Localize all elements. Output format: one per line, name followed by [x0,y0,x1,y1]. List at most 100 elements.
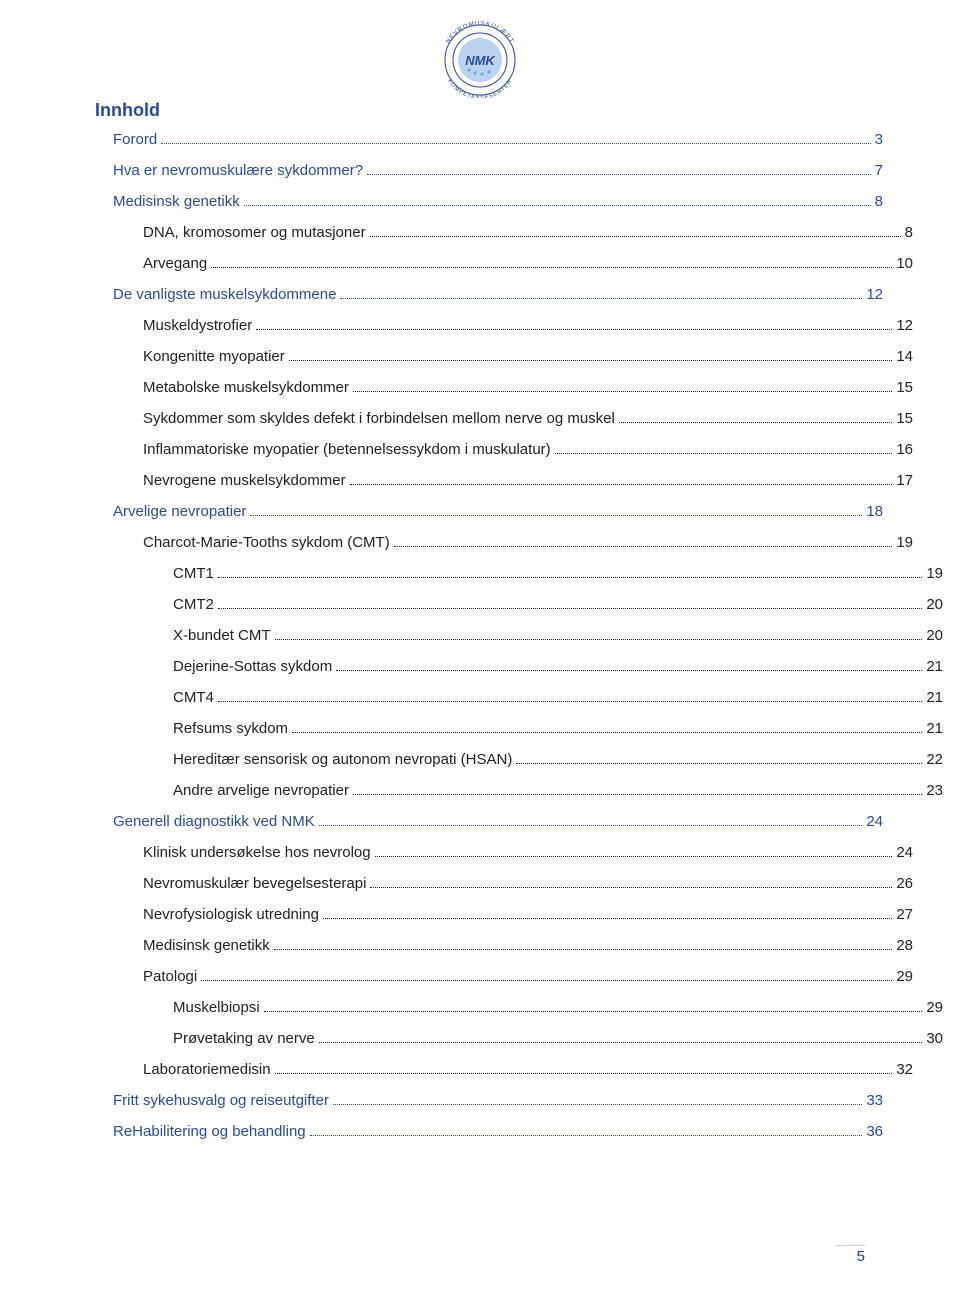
toc-entry[interactable]: Arvelige nevropatier 18 [113,501,883,522]
toc-leader-dots [319,813,863,827]
toc-entry[interactable]: Nevrofysiologisk utredning27 [143,904,913,925]
toc-entry-label: Laboratoriemedisin [143,1059,271,1080]
toc-entry-label: Nevrofysiologisk utredning [143,904,319,925]
toc-entry-page: 21 [926,687,943,708]
toc-entry[interactable]: Patologi29 [143,966,913,987]
toc-entry[interactable]: Medisinsk genetikk 8 [113,191,883,212]
toc-leader-dots [244,193,871,207]
toc-entry-page: 23 [926,780,943,801]
toc-leader-dots [211,255,892,269]
toc-entry-page: 32 [896,1059,913,1080]
toc-entry[interactable]: Andre arvelige nevropatier23 [173,780,943,801]
toc-leader-dots [275,1061,893,1075]
toc-entry[interactable]: Refsums sykdom 21 [173,718,943,739]
toc-entry[interactable]: Charcot-Marie-Tooths sykdom (CMT) 19 [143,532,913,553]
toc-leader-dots [340,286,862,300]
toc-entry-page: 7 [875,160,883,181]
toc-entry[interactable]: Klinisk undersøkelse hos nevrolog24 [143,842,913,863]
toc-entry-label: Medisinsk genetikk [113,191,240,212]
toc-entry-label: Refsums sykdom [173,718,288,739]
toc-entry-label: Nevrogene muskelsykdommer [143,470,346,491]
toc-entry-label: DNA, kromosomer og mutasjoner [143,222,366,243]
toc-entry-page: 12 [866,284,883,305]
toc-entry[interactable]: De vanligste muskelsykdommene 12 [113,284,883,305]
toc-entry[interactable]: Prøvetaking av nerve 30 [173,1028,943,1049]
toc-entry-page: 21 [926,718,943,739]
page-number: 5 [835,1245,865,1265]
toc-entry-label: CMT4 [173,687,214,708]
toc-leader-dots [218,565,922,579]
toc-leader-dots [264,999,923,1013]
toc-entry-page: 18 [866,501,883,522]
toc-entry[interactable]: X-bundet CMT 20 [173,625,943,646]
toc-entry-page: 8 [905,222,913,243]
toc-leader-dots [555,441,893,455]
toc-entry[interactable]: Muskelbiopsi29 [173,997,943,1018]
toc-entry[interactable]: Medisinsk genetikk 28 [143,935,913,956]
toc-entry[interactable]: Arvegang10 [143,253,913,274]
logo-center-text: NMK [465,53,496,68]
toc-entry-label: CMT2 [173,594,214,615]
toc-entry-page: 8 [875,191,883,212]
toc-entry[interactable]: Nevromuskulær bevegelsesterapi 26 [143,873,913,894]
toc-entry[interactable]: Kongenitte myopatier14 [143,346,913,367]
toc-entry-page: 30 [926,1028,943,1049]
toc-entry-page: 29 [926,997,943,1018]
toc-entry[interactable]: Hereditær sensorisk og autonom nevropati… [173,749,943,770]
toc-entry[interactable]: CMT220 [173,594,943,615]
toc-entry-label: Inflammatoriske myopatier (betennelsessy… [143,439,551,460]
toc-entry-label: Sykdommer som skyldes defekt i forbindel… [143,408,615,429]
toc-entry[interactable]: ReHabilitering og behandling36 [113,1121,883,1142]
toc-leader-dots [201,968,892,982]
toc-leader-dots [161,131,870,145]
toc-entry-label: De vanligste muskelsykdommene [113,284,336,305]
toc-entry[interactable]: DNA, kromosomer og mutasjoner 8 [143,222,913,243]
toc-entry[interactable]: Nevrogene muskelsykdommer17 [143,470,913,491]
toc-entry-label: Kongenitte myopatier [143,346,285,367]
toc-entry-label: Forord [113,129,157,150]
toc-entry-page: 19 [896,532,913,553]
toc-entry[interactable]: Hva er nevromuskulære sykdommer?7 [113,160,883,181]
toc-entry-label: Generell diagnostikk ved NMK [113,811,315,832]
toc-entry[interactable]: Laboratoriemedisin 32 [143,1059,913,1080]
toc-entry[interactable]: Forord3 [113,129,883,150]
toc-entry-label: X-bundet CMT [173,625,271,646]
toc-heading: Innhold [95,100,865,121]
toc-entry-label: Charcot-Marie-Tooths sykdom (CMT) [143,532,390,553]
toc-entry-label: Fritt sykehusvalg og reiseutgifter [113,1090,329,1111]
toc-entry-label: Arvelige nevropatier [113,501,246,522]
toc-entry-label: CMT1 [173,563,214,584]
toc-leader-dots [256,317,892,331]
toc-leader-dots [394,534,893,548]
toc-entry[interactable]: Muskeldystrofier12 [143,315,913,336]
toc-entry[interactable]: Dejerine-Sottas sykdom 21 [173,656,943,677]
toc-leader-dots [619,410,892,424]
toc-leader-dots [274,937,893,951]
toc-leader-dots [323,906,892,920]
toc-entry-label: Dejerine-Sottas sykdom [173,656,332,677]
toc-entry-page: 21 [926,656,943,677]
toc-entry-label: Nevromuskulær bevegelsesterapi [143,873,366,894]
toc-entry[interactable]: Inflammatoriske myopatier (betennelsessy… [143,439,913,460]
toc-leader-dots [333,1092,862,1106]
toc-entry-label: Medisinsk genetikk [143,935,270,956]
toc-entry-label: Muskeldystrofier [143,315,252,336]
toc-entry-label: Prøvetaking av nerve [173,1028,315,1049]
toc-entry[interactable]: CMT4 21 [173,687,943,708]
toc-entry-page: 26 [896,873,913,894]
toc-entry-page: 24 [866,811,883,832]
toc-entry-page: 15 [896,408,913,429]
toc-entry-page: 33 [866,1090,883,1111]
toc-entry-label: Hereditær sensorisk og autonom nevropati… [173,749,512,770]
toc-entry-page: 29 [896,966,913,987]
toc-entry-page: 36 [866,1121,883,1142]
toc-leader-dots [370,875,892,889]
toc-entry[interactable]: Sykdommer som skyldes defekt i forbindel… [143,408,913,429]
toc-entry-page: 20 [926,625,943,646]
toc-entry[interactable]: CMT119 [173,563,943,584]
toc-entry[interactable]: Fritt sykehusvalg og reiseutgifter 33 [113,1090,883,1111]
toc-entry-page: 28 [896,935,913,956]
toc-entry-label: Arvegang [143,253,207,274]
toc-entry[interactable]: Metabolske muskelsykdommer15 [143,377,913,398]
toc-entry[interactable]: Generell diagnostikk ved NMK 24 [113,811,883,832]
